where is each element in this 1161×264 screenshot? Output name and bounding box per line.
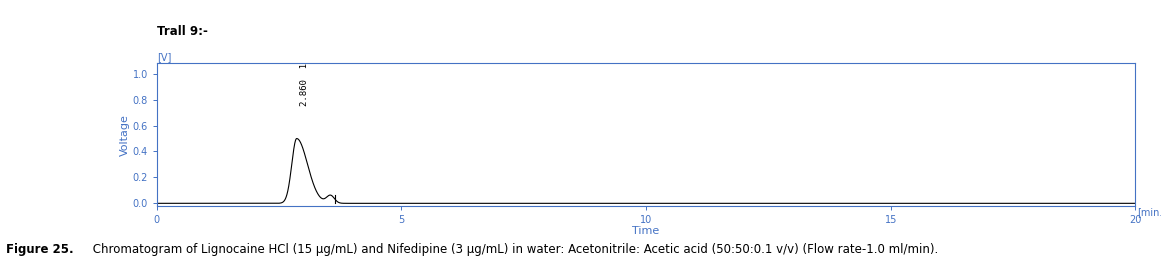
Y-axis label: Voltage: Voltage — [120, 114, 130, 155]
Text: 2.860  1: 2.860 1 — [300, 63, 309, 106]
Text: Figure 25.: Figure 25. — [6, 243, 73, 256]
Text: Chromatogram of Lignocaine HCl (15 μg/mL) and Nifedipine (3 μg/mL) in water: Ace: Chromatogram of Lignocaine HCl (15 μg/mL… — [89, 243, 938, 256]
Text: [min.]: [min.] — [1138, 207, 1161, 217]
Text: Trall 9:-: Trall 9:- — [157, 25, 208, 38]
Text: [V]: [V] — [157, 52, 171, 62]
X-axis label: Time: Time — [633, 226, 659, 236]
